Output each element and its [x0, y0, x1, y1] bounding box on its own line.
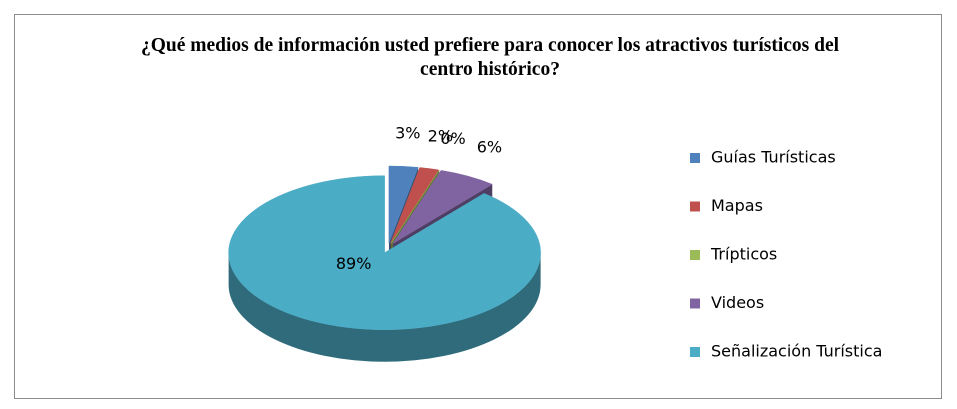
data-label: 3%: [395, 124, 420, 143]
data-label: 6%: [477, 137, 502, 156]
data-label: 0%: [440, 129, 465, 148]
pie-slice: [390, 167, 440, 244]
legend-swatch: [690, 298, 700, 309]
legend-label: Mapas: [711, 196, 763, 215]
data-label: 89%: [336, 254, 372, 273]
pie-slice: [388, 165, 419, 244]
legend-label: Videos: [711, 293, 764, 312]
legend-swatch: [690, 347, 700, 357]
pie-side: [228, 252, 541, 362]
legend-label: Señalización Turística: [711, 342, 882, 361]
legend-swatch: [690, 201, 700, 212]
legend-label: Trípticos: [710, 245, 777, 264]
legend-swatch: [690, 153, 700, 163]
data-label: 2%: [428, 127, 453, 146]
pie-slice: [392, 170, 493, 244]
chart-frame: [14, 14, 942, 399]
pie-slice: [228, 175, 541, 330]
chart-title: ¿Qué medios de información usted prefier…: [140, 35, 840, 80]
legend-swatch: [690, 250, 700, 260]
legend-label: Guías Turísticas: [711, 148, 836, 167]
